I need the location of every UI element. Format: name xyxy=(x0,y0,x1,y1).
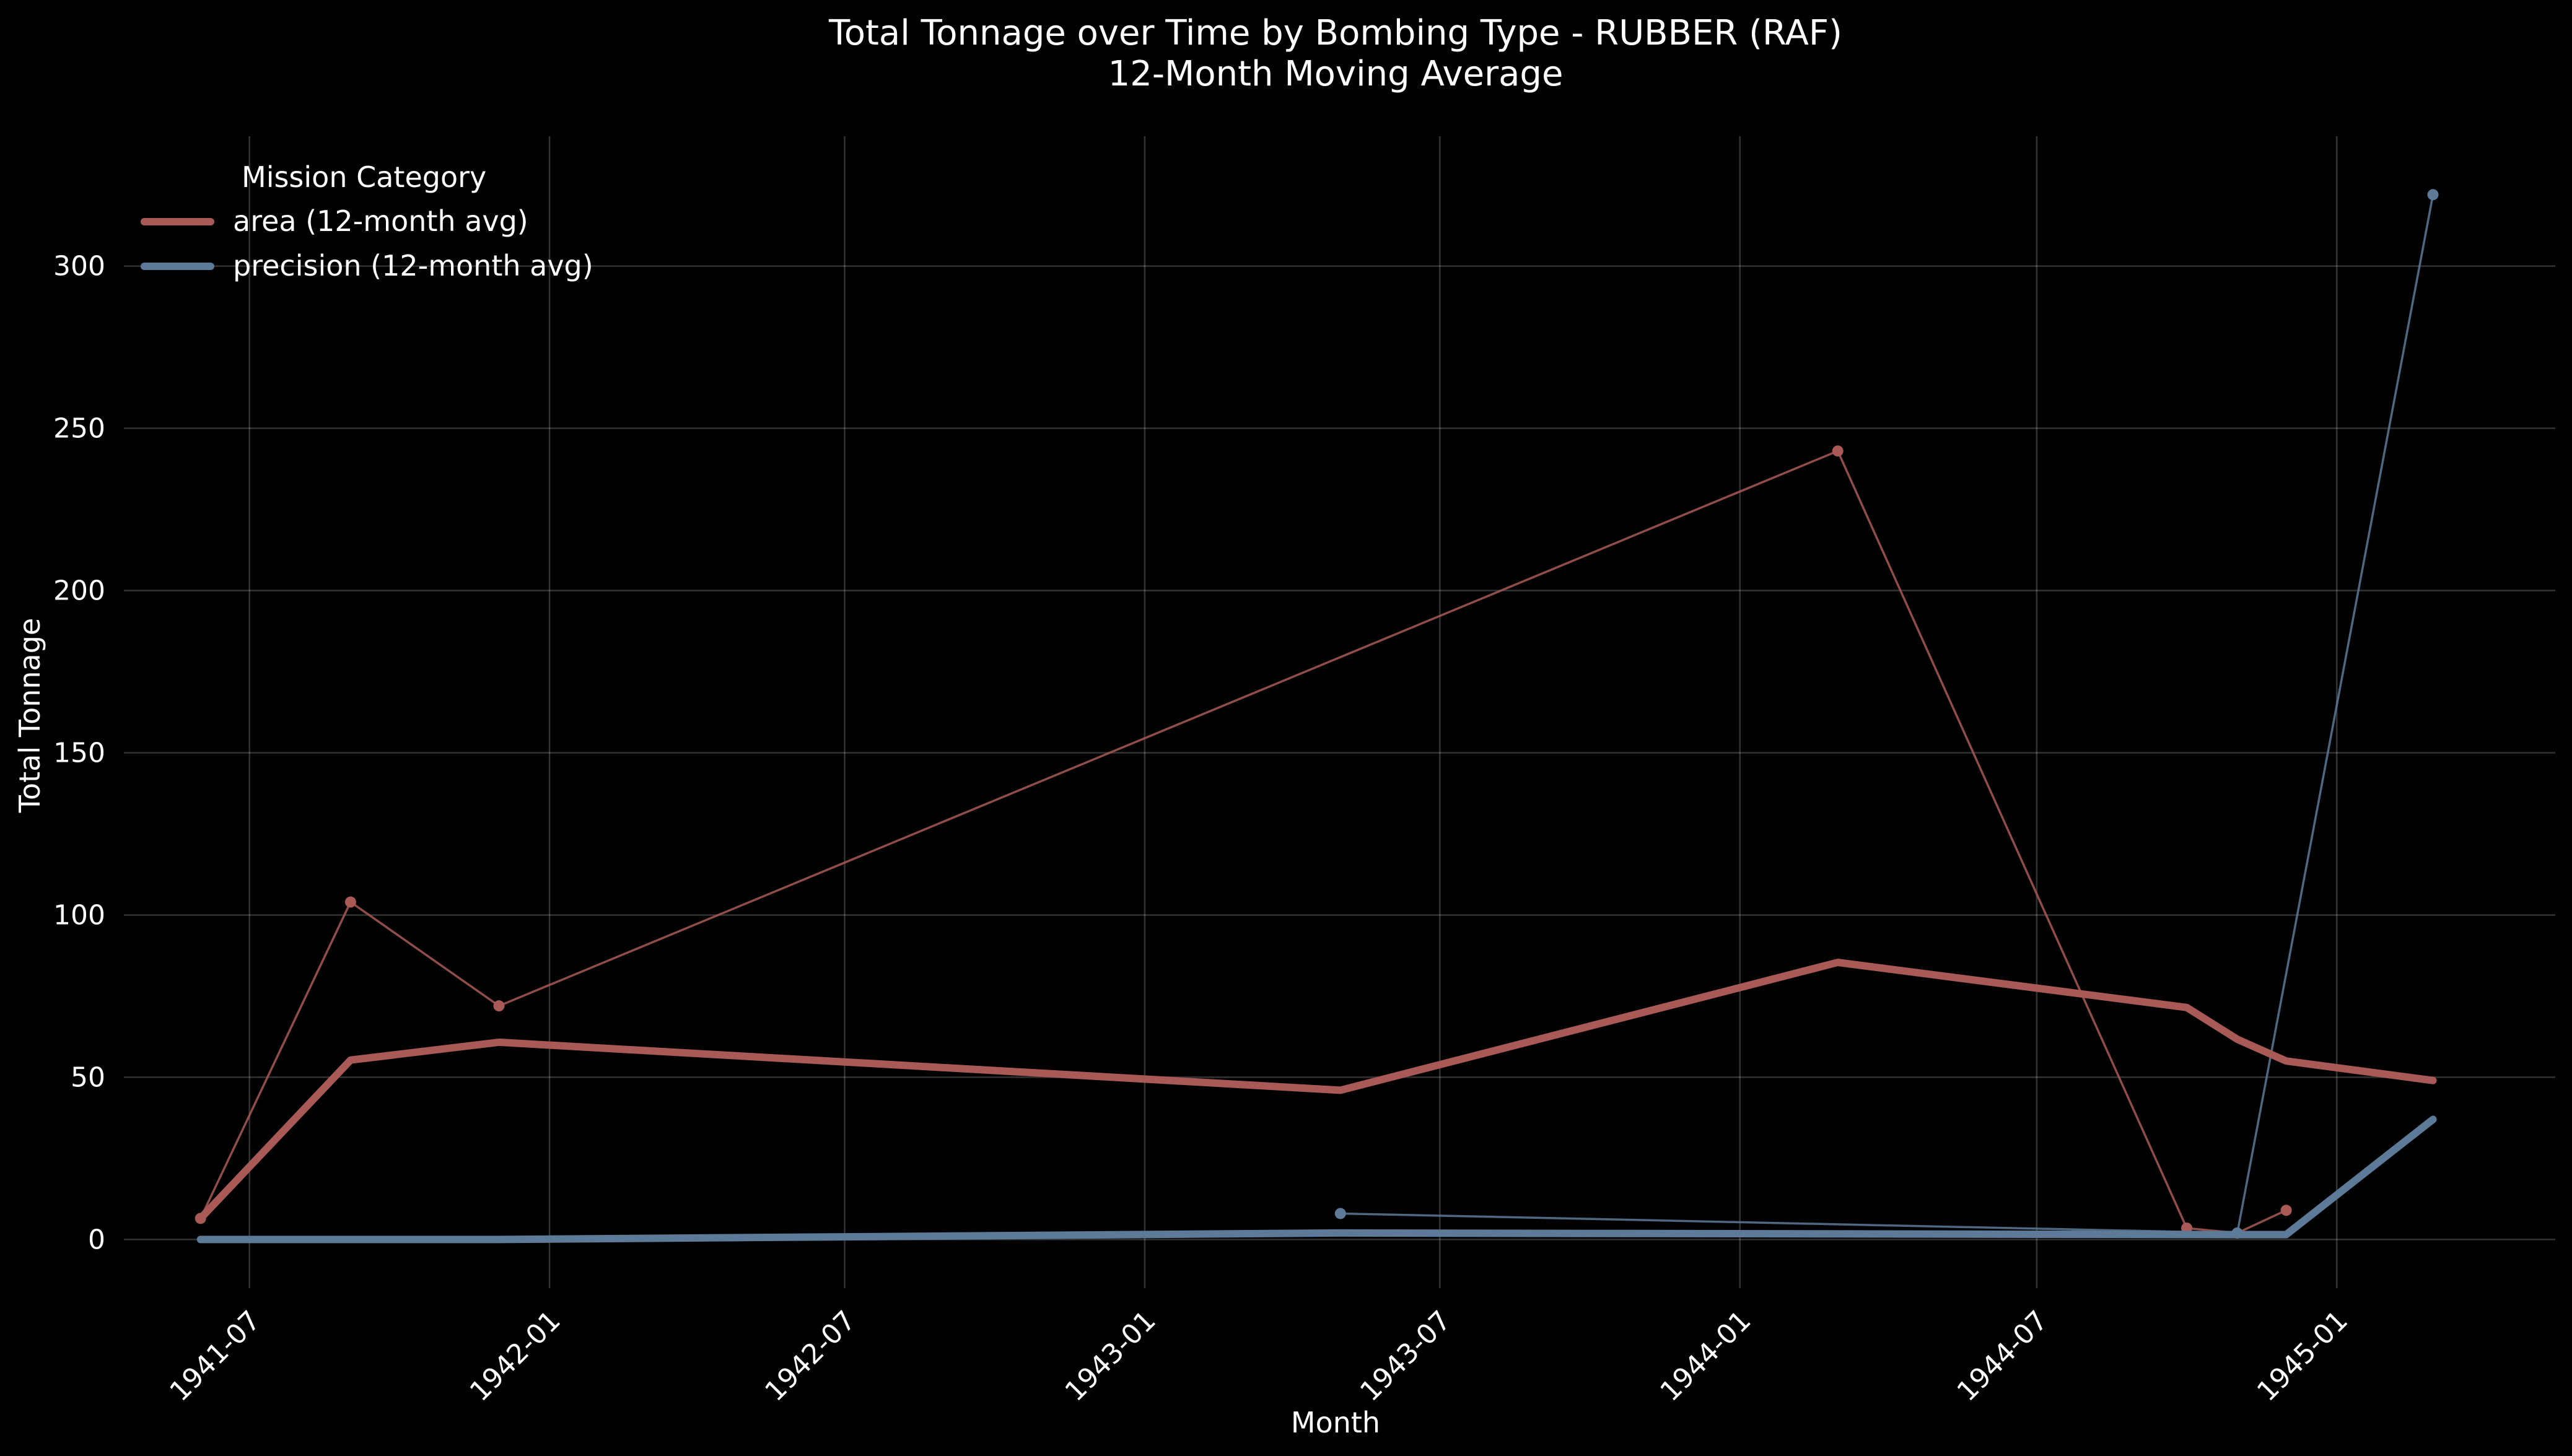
precision-raw-point xyxy=(2427,189,2439,201)
y-tick-label: 300 xyxy=(53,251,105,282)
legend-label-precision: precision (12-month avg) xyxy=(233,249,593,282)
y-tick-label: 50 xyxy=(71,1061,105,1093)
series-layer xyxy=(195,189,2439,1244)
area-avg-line xyxy=(196,959,2437,1223)
y-tick-label: 250 xyxy=(53,413,105,445)
precision-avg-line xyxy=(196,1115,2437,1244)
precision-raw-point xyxy=(1334,1208,1346,1219)
area-raw-point xyxy=(2280,1205,2292,1216)
y-tick-label: 150 xyxy=(53,737,105,769)
y-axis-label: Total Tonnage xyxy=(13,618,46,813)
y-tick-label: 0 xyxy=(88,1224,105,1255)
legend-label-area: area (12-month avg) xyxy=(233,204,528,238)
y-tick-label: 200 xyxy=(53,575,105,607)
area-raw-point xyxy=(1832,445,1844,457)
chart-subtitle: 12-Month Moving Average xyxy=(1108,54,1564,94)
legend-title: Mission Category xyxy=(242,160,486,194)
area-raw-point xyxy=(344,896,356,908)
area-raw-point xyxy=(493,1000,505,1012)
y-tick-label: 100 xyxy=(53,899,105,931)
x-axis-label: Month xyxy=(1291,1406,1380,1439)
chart-title: Total Tonnage over Time by Bombing Type … xyxy=(828,13,1842,53)
grid xyxy=(124,136,2555,1288)
legend: Mission Category area (12-month avg) prec… xyxy=(141,160,593,282)
